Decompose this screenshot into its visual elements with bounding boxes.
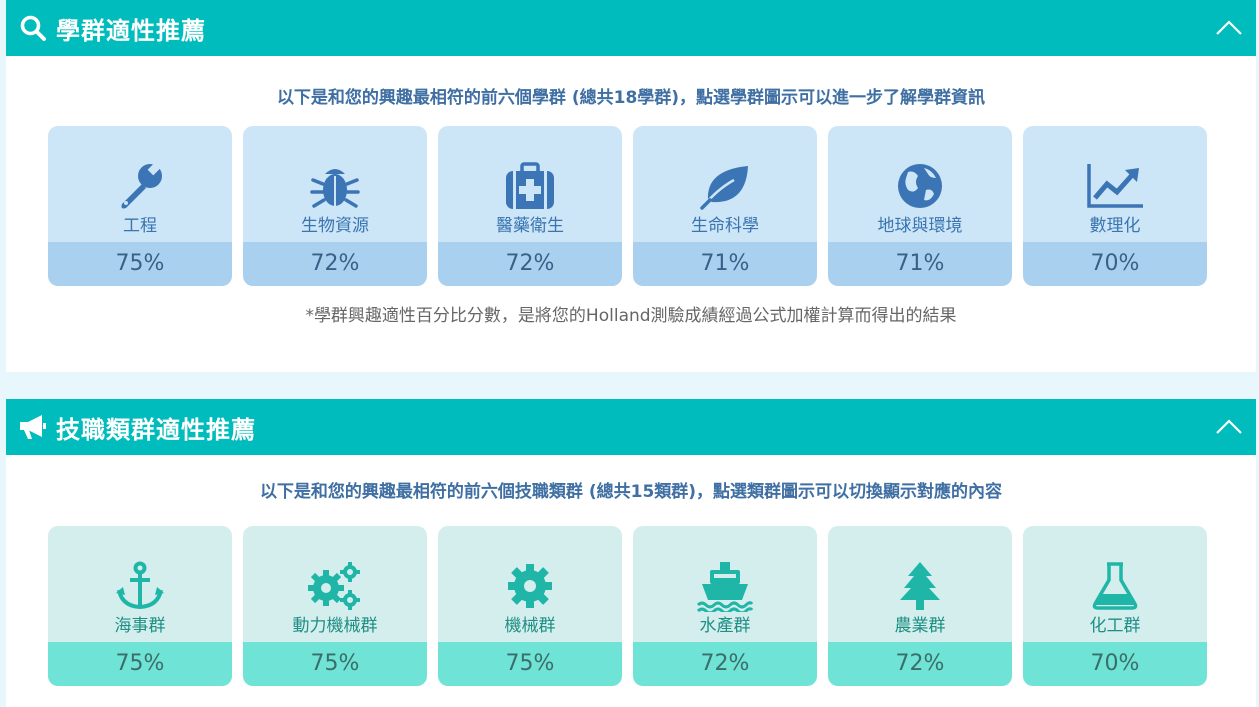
card-label: 數理化 [1089, 216, 1141, 236]
card-label: 生物資源 [301, 216, 369, 236]
chevron-up-icon[interactable] [1214, 14, 1244, 42]
card-medicine[interactable]: 醫藥衛生 72% [438, 126, 622, 286]
card-label: 生命科學 [691, 216, 759, 236]
ship-icon [695, 560, 755, 612]
card-label: 農業群 [894, 616, 946, 636]
gear-icon [500, 560, 560, 612]
bullhorn-icon [18, 412, 48, 442]
academic-title: 學群適性推薦 [56, 16, 206, 45]
academic-intro: 以下是和您的興趣最相符的前六個學群 (總共18學群)，點選學群圖示可以進一步了解… [276, 88, 986, 108]
card-percent: 70% [1023, 242, 1207, 286]
vocational-cards: 海事群 75% 動力機械群 75% 機械群 75% 水產群 72% 農業群 72… [6, 526, 1256, 686]
tree-icon [890, 560, 950, 612]
card-label: 機械群 [504, 616, 556, 636]
card-life-science[interactable]: 生命科學 71% [633, 126, 817, 286]
card-percent: 75% [48, 642, 232, 686]
card-percent: 72% [438, 242, 622, 286]
vocational-header[interactable]: 技職類群適性推薦 [6, 399, 1256, 455]
card-maritime[interactable]: 海事群 75% [48, 526, 232, 686]
card-aquaculture[interactable]: 水產群 72% [633, 526, 817, 686]
academic-panel: 學群適性推薦 以下是和您的興趣最相符的前六個學群 (總共18學群)，點選學群圖示… [6, 0, 1256, 372]
leaf-icon [695, 160, 755, 212]
bug-icon [305, 160, 365, 212]
card-agriculture[interactable]: 農業群 72% [828, 526, 1012, 686]
card-bio-resources[interactable]: 生物資源 72% [243, 126, 427, 286]
anchor-icon [110, 560, 170, 612]
card-earth-environment[interactable]: 地球與環境 71% [828, 126, 1012, 286]
card-label: 醫藥衛生 [496, 216, 564, 236]
card-chemical[interactable]: 化工群 70% [1023, 526, 1207, 686]
card-percent: 70% [1023, 642, 1207, 686]
card-percent: 72% [633, 642, 817, 686]
search-icon [18, 13, 48, 43]
card-label: 工程 [123, 216, 157, 236]
academic-footnote: *學群興趣適性百分比分數，是將您的Holland測驗成績經過公式加權計算而得出的… [305, 306, 957, 326]
vocational-intro: 以下是和您的興趣最相符的前六個技職類群 (總共15類群)，點選類群圖示可以切換顯… [259, 482, 1003, 502]
card-percent: 72% [828, 642, 1012, 686]
vocational-panel: 技職類群適性推薦 以下是和您的興趣最相符的前六個技職類群 (總共15類群)，點選… [6, 399, 1256, 707]
card-label: 化工群 [1089, 616, 1141, 636]
wrench-icon [110, 160, 170, 212]
card-math-science[interactable]: 數理化 70% [1023, 126, 1207, 286]
gears-icon [305, 560, 365, 612]
card-label: 地球與環境 [877, 216, 963, 236]
card-percent: 71% [828, 242, 1012, 286]
card-power-machinery[interactable]: 動力機械群 75% [243, 526, 427, 686]
card-percent: 75% [48, 242, 232, 286]
academic-cards: 工程 75% 生物資源 72% 醫藥衛生 72% 生命科學 71% 地球與環境 … [6, 126, 1256, 286]
academic-header[interactable]: 學群適性推薦 [6, 0, 1256, 56]
chevron-up-icon[interactable] [1214, 413, 1244, 441]
card-mechanical[interactable]: 機械群 75% [438, 526, 622, 686]
card-label: 水產群 [699, 616, 751, 636]
card-label: 動力機械群 [292, 616, 378, 636]
card-percent: 75% [243, 642, 427, 686]
card-percent: 71% [633, 242, 817, 286]
flask-icon [1085, 560, 1145, 612]
medkit-icon [500, 160, 560, 212]
card-percent: 72% [243, 242, 427, 286]
card-engineering[interactable]: 工程 75% [48, 126, 232, 286]
globe-icon [890, 160, 950, 212]
line-chart-icon [1085, 160, 1145, 212]
card-percent: 75% [438, 642, 622, 686]
vocational-title: 技職類群適性推薦 [56, 415, 256, 444]
card-label: 海事群 [114, 616, 166, 636]
